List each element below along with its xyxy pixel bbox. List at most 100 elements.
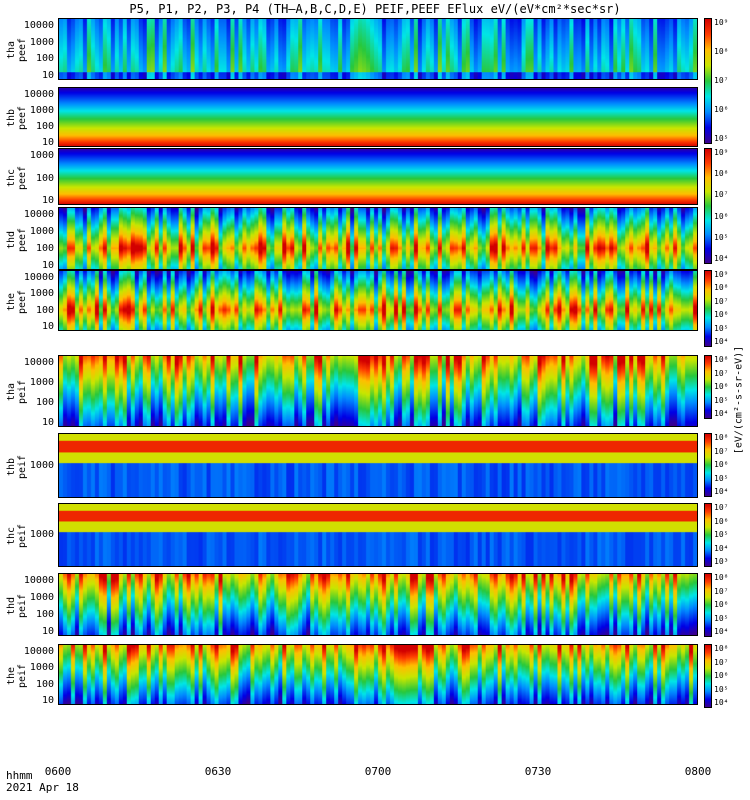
x-tick-label: 0630 [204, 765, 232, 778]
colorbar-tick-label: 10⁶ [714, 671, 729, 680]
y-tick-label: 10 [41, 137, 54, 148]
colorbar-tick-label: 10⁴ [714, 337, 729, 346]
y-tick-label: 100 [35, 678, 54, 690]
colorbar-tick-label: 10⁷ [714, 190, 729, 200]
y-tick-label: 10000 [23, 89, 54, 100]
colorbar-tick-label: 10⁴ [714, 698, 729, 707]
y-tick-label: 1000 [29, 226, 54, 237]
y-tick-label: 1000 [29, 377, 54, 388]
colorbar-tick-label: 10⁵ [714, 395, 729, 405]
y-tick-label: 10 [41, 260, 54, 271]
colorbar-tick-label: 10⁷ [714, 446, 729, 456]
spectrogram-image [59, 504, 697, 566]
colorbar-tick-label: 10⁵ [714, 323, 729, 333]
y-tick-label: 10000 [23, 646, 54, 657]
colorbar-tick-label: 10⁷ [714, 657, 729, 667]
colorbar-tick-label: 10⁷ [714, 368, 729, 378]
colorbar-tick-label: 10⁸ [714, 283, 729, 293]
y-tick-label: 10000 [23, 357, 54, 368]
y-tick-label: 10000 [23, 20, 54, 31]
colorbar [704, 148, 712, 264]
y-tick-label: 10 [41, 70, 54, 81]
colorbar-tick-label: 10⁸ [714, 355, 729, 364]
colorbar-tick-label: 10⁶ [714, 382, 729, 391]
x-tick-label: 0600 [44, 765, 72, 778]
colorbar-tick-label: 10⁴ [714, 487, 729, 496]
spectrogram-panel-thc-peef [58, 148, 698, 205]
y-tick-label: 10 [41, 321, 54, 332]
colorbar-tick-label: 10⁶ [714, 460, 729, 469]
colorbar-tick-label: 10³ [714, 557, 729, 566]
y-tick-label: 1000 [29, 529, 54, 540]
spectrogram-panel-thd-peif [58, 573, 698, 636]
y-tick-label: 100 [35, 397, 54, 408]
colorbar-tick-label: 10⁷ [714, 503, 729, 512]
spectrogram-image [59, 149, 697, 204]
spectrogram-image [59, 208, 697, 269]
spectrogram-panel-the-peef [58, 270, 698, 331]
colorbar-tick-label: 10⁹ [714, 270, 729, 279]
colorbar-tick-label: 10⁸ [714, 433, 729, 442]
colorbar-tick-label: 10⁹ [714, 18, 729, 27]
x-axis-format-label: hhmm [6, 769, 33, 782]
colorbar [704, 644, 712, 708]
spectrogram-image [59, 574, 697, 635]
spectrogram-image [59, 645, 697, 704]
y-tick-label: 10 [41, 417, 54, 428]
y-tick-label: 100 [35, 304, 54, 316]
colorbar-tick-label: 10⁸ [714, 644, 729, 653]
colorbar-tick-label: 10⁶ [714, 310, 729, 320]
spectrogram-panel-thd-peef [58, 207, 698, 270]
spectrogram-image [59, 434, 697, 497]
colorbar-tick-label: 10⁵ [714, 473, 729, 483]
colorbar-tick-label: 10⁶ [714, 600, 729, 609]
y-tick-label: 1000 [29, 150, 54, 161]
colorbar-tick-label: 10⁷ [714, 296, 729, 306]
x-tick-label: 0800 [684, 765, 712, 778]
colorbar [704, 503, 712, 567]
spectrogram-image [59, 88, 697, 146]
y-tick-label: 100 [35, 53, 54, 65]
plot-title: P5, P1, P2, P3, P4 (TH—A,B,C,D,E) PEIF,P… [129, 2, 621, 16]
colorbar-tick-label: 10⁵ [714, 684, 729, 694]
y-tick-label: 10000 [23, 209, 54, 220]
colorbar-tick-label: 10⁴ [714, 409, 729, 418]
spectrogram-panel-thb-peef [58, 87, 698, 147]
y-tick-label: 1000 [29, 36, 54, 48]
x-tick-label: 0700 [364, 765, 392, 778]
y-tick-label: 1000 [29, 288, 54, 300]
spectrogram-panel-tha-peif [58, 355, 698, 427]
spectrogram-panel-the-peif [58, 644, 698, 705]
colorbar-tick-label: 10⁵ [714, 134, 729, 143]
colorbar-tick-label: 10⁵ [714, 613, 729, 623]
colorbar-tick-label: 10⁵ [714, 232, 729, 242]
colorbar [704, 18, 712, 144]
spectrogram-image [59, 271, 697, 330]
colorbar [704, 270, 712, 347]
y-tick-label: 10 [41, 695, 54, 706]
colorbar-tick-label: 10⁷ [714, 586, 729, 596]
y-tick-label: 100 [35, 243, 54, 254]
colorbar-unit-label: [eV/(cm²-s-sr-eV)] [733, 345, 745, 455]
y-tick-label: 1000 [29, 459, 54, 471]
colorbar-tick-label: 10⁸ [714, 47, 729, 56]
spectrogram-panel-thb-peif [58, 433, 698, 498]
y-tick-label: 1000 [29, 592, 54, 603]
colorbar-tick-label: 10⁴ [714, 627, 729, 636]
y-tick-label: 10000 [23, 272, 54, 283]
colorbar-tick-label: 10⁶ [714, 105, 729, 114]
colorbar [704, 355, 712, 419]
colorbar-tick-label: 10⁹ [714, 148, 729, 157]
y-tick-label: 10 [41, 195, 54, 206]
y-tick-label: 1000 [29, 662, 54, 674]
colorbar-tick-label: 10⁸ [714, 169, 729, 179]
x-tick-label: 0730 [524, 765, 552, 778]
y-tick-label: 1000 [29, 105, 54, 116]
colorbar [704, 573, 712, 637]
colorbar-tick-label: 10⁴ [714, 543, 729, 553]
y-tick-label: 10 [41, 626, 54, 637]
colorbar-tick-label: 10⁶ [714, 211, 729, 221]
colorbar-tick-label: 10⁵ [714, 530, 729, 539]
y-tick-label: 100 [35, 609, 54, 620]
